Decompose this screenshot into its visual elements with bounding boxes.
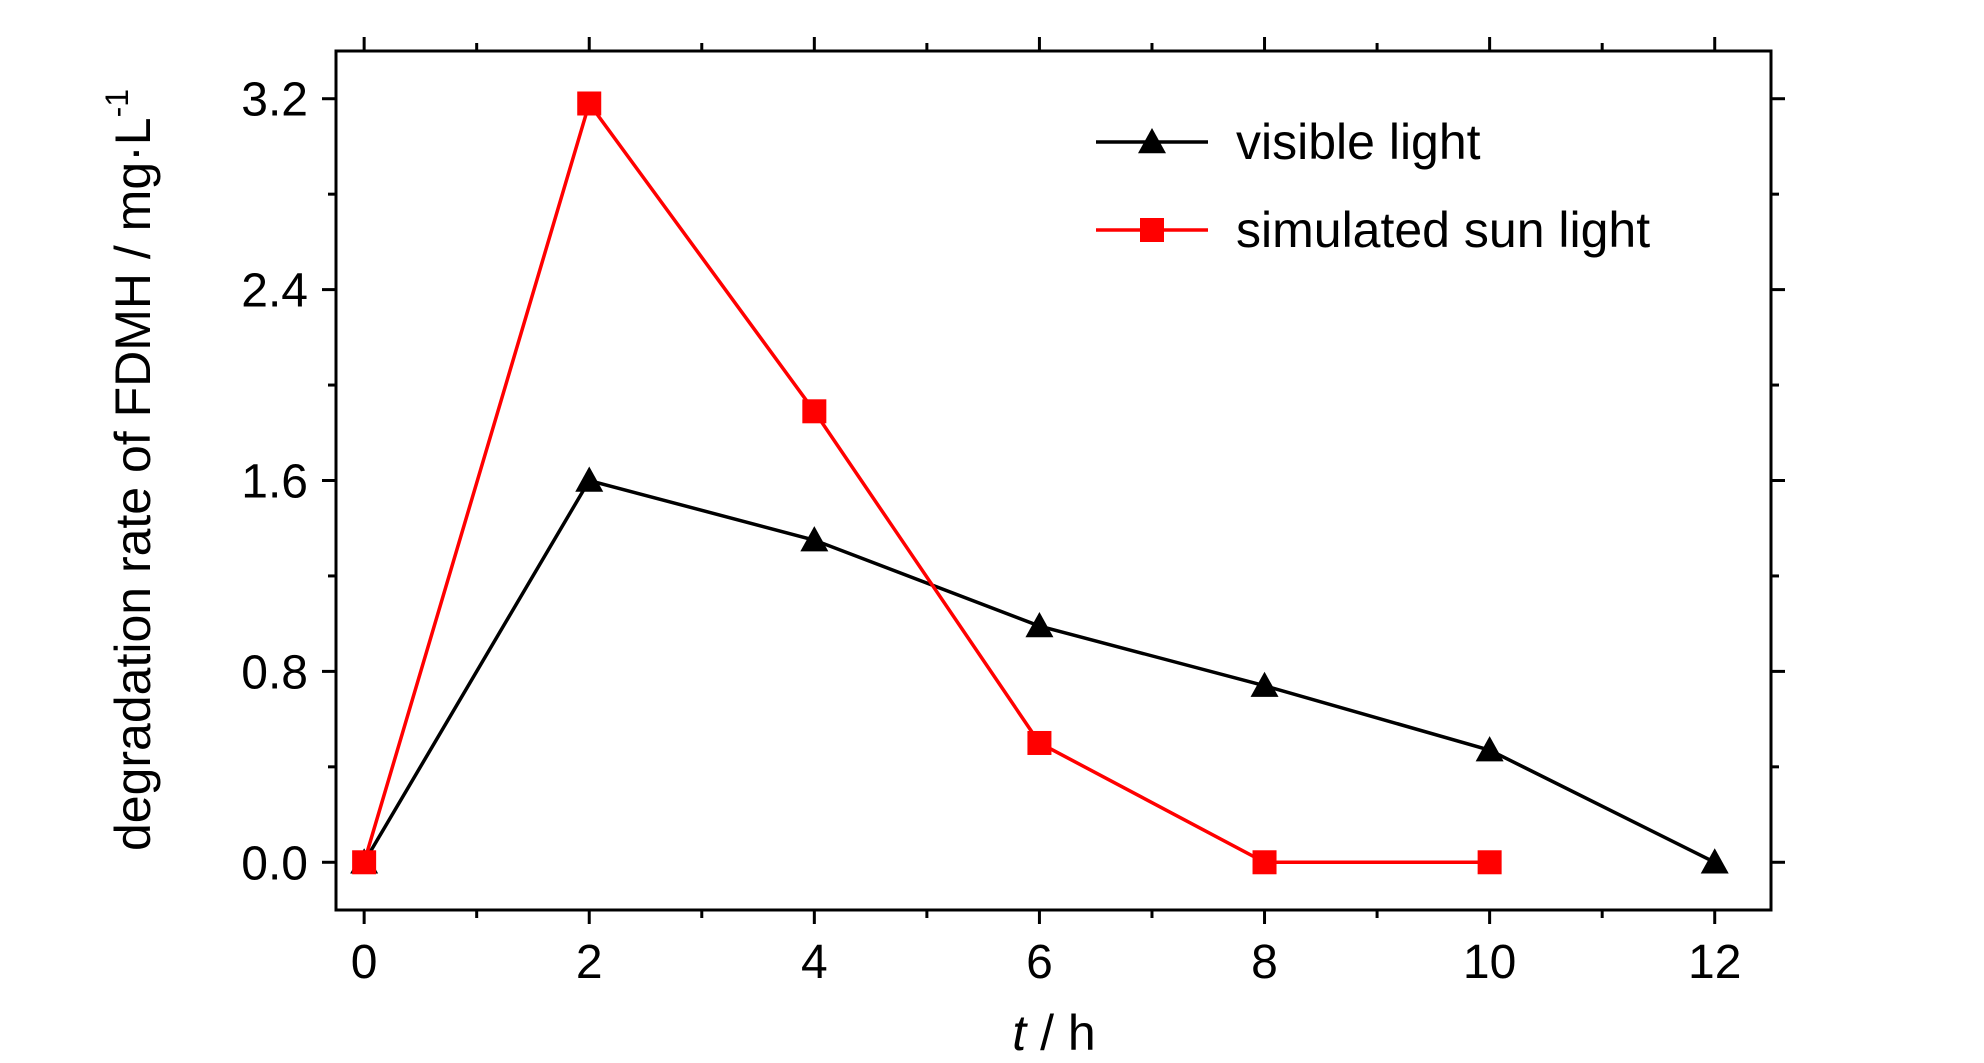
y-axis-title-superscript: -1 <box>99 89 135 117</box>
legend-item: simulated sun light <box>1096 202 1650 258</box>
series-line <box>362 478 1716 864</box>
data-point-marker <box>577 91 602 116</box>
data-point-marker <box>575 466 604 492</box>
y-axis-title-text: degradation rate of FDMH / mg·L <box>105 117 161 851</box>
legend-item: visible light <box>1096 114 1481 170</box>
data-point-marker <box>1477 850 1502 875</box>
plot-layer <box>350 91 1729 875</box>
x-axis-title-unit: / h <box>1026 1005 1095 1061</box>
x-tick-label: 12 <box>1688 936 1741 989</box>
data-point-marker <box>1250 671 1279 697</box>
x-tick-label: 6 <box>1026 936 1053 989</box>
data-point-marker <box>802 399 827 424</box>
x-tick-label: 2 <box>576 936 603 989</box>
x-tick-label: 8 <box>1251 936 1278 989</box>
legend-marker <box>1140 218 1164 242</box>
series-visible-light <box>350 466 1729 874</box>
legend-label: visible light <box>1236 114 1481 170</box>
data-point-marker <box>800 526 829 552</box>
x-tick-label: 4 <box>801 936 828 989</box>
legend-marker <box>1138 128 1166 154</box>
data-point-marker <box>352 850 377 875</box>
axis-ticks: 0 2 4 6 8 10 12 0.0 0.8 1.6 2.4 3.2 <box>241 37 1785 989</box>
y-tick-label: 0.8 <box>241 646 308 699</box>
series-line <box>362 99 1490 865</box>
data-point-marker <box>1700 848 1729 874</box>
data-point-marker <box>1475 736 1504 762</box>
data-point-marker <box>1025 612 1054 638</box>
x-axis-title-variable: t <box>1012 1005 1028 1061</box>
legend-label: simulated sun light <box>1236 202 1650 258</box>
legend: visible light simulated sun light <box>1096 114 1650 258</box>
x-tick-label: 0 <box>351 936 378 989</box>
data-point-marker <box>1027 730 1052 755</box>
y-axis-title: degradation rate of FDMH / mg·L-1 <box>99 89 161 851</box>
y-tick-label: 0.0 <box>241 837 308 890</box>
y-tick-label: 2.4 <box>241 265 308 318</box>
y-tick-label: 1.6 <box>241 456 308 509</box>
x-axis-title: t / h <box>1012 1005 1095 1061</box>
series-simulated-sun-light <box>352 91 1502 875</box>
data-point-marker <box>1252 850 1277 875</box>
y-tick-label: 3.2 <box>241 74 308 127</box>
x-tick-label: 10 <box>1463 936 1516 989</box>
